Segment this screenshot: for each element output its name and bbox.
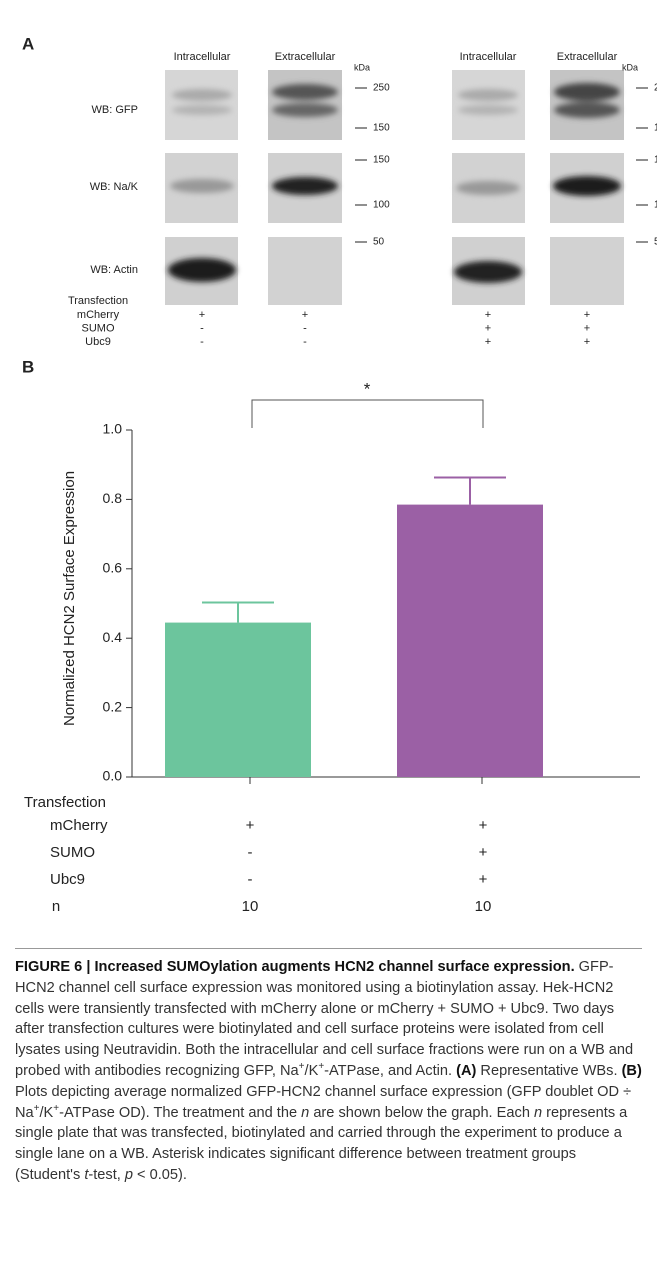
- significance-bracket: [252, 400, 483, 428]
- bar: [397, 505, 543, 777]
- caption-text: (A): [456, 1063, 476, 1079]
- table-label: n: [52, 898, 60, 915]
- table-value: -: [303, 336, 307, 348]
- row-label: WB: Actin: [90, 264, 138, 276]
- y-tick-label: 1.0: [103, 421, 123, 437]
- table-label: SUMO: [50, 844, 95, 861]
- table-value: +: [246, 817, 255, 834]
- caption-text: (B): [622, 1063, 642, 1079]
- significance-label: *: [364, 379, 371, 398]
- caption-text: /K: [305, 1063, 319, 1079]
- caption-text: are shown below the graph. Each: [309, 1105, 534, 1121]
- table-value: -: [248, 871, 253, 888]
- caption-text: n: [534, 1105, 542, 1121]
- kda-label: kDa: [354, 62, 370, 72]
- marker-label: 50: [373, 237, 385, 248]
- caption-text: -ATPase, and Actin.: [324, 1063, 456, 1079]
- table-label: Transfection: [24, 794, 106, 811]
- row-label: WB: Na/K: [90, 181, 139, 193]
- blots: [165, 70, 624, 305]
- table-label: mCherry: [77, 309, 120, 321]
- lane-header: Extracellular: [275, 51, 336, 63]
- kda-label: kDa: [622, 62, 638, 72]
- y-tick-label: 0.4: [103, 629, 123, 645]
- y-axis-label: Normalized HCN2 Surface Expression: [61, 471, 78, 726]
- table-label: SUMO: [82, 322, 115, 334]
- marker-label: 150: [373, 155, 390, 166]
- table-value: +: [485, 336, 491, 348]
- table-value: +: [199, 309, 205, 321]
- table-value: +: [302, 309, 308, 321]
- caption-title: FIGURE 6 | Increased SUMOylation augment…: [15, 959, 575, 975]
- marker-label: 100: [373, 200, 390, 211]
- lane-header: Extracellular: [557, 51, 618, 63]
- caption-text: p: [125, 1167, 133, 1183]
- y-tick-label: 0.8: [103, 490, 123, 506]
- table-value: 10: [242, 898, 259, 915]
- table-value: +: [479, 844, 488, 861]
- y-tick-label: 0.6: [103, 560, 123, 576]
- table-value: -: [248, 844, 253, 861]
- table-value: -: [200, 322, 204, 334]
- lane-header: Intracellular: [174, 51, 231, 63]
- caption-text: < 0.05).: [133, 1167, 187, 1183]
- table-label: mCherry: [50, 817, 108, 834]
- table-label: Ubc9: [50, 871, 85, 888]
- table-value: +: [584, 322, 590, 334]
- caption: FIGURE 6 | Increased SUMOylation augment…: [15, 948, 642, 1186]
- table-value: +: [485, 322, 491, 334]
- caption-text: Representative WBs.: [476, 1063, 621, 1079]
- caption-text: -ATPase OD). The treatment and the: [59, 1105, 301, 1121]
- table-value: -: [200, 336, 204, 348]
- marker-label: 250: [373, 83, 390, 94]
- table-value: +: [485, 309, 491, 321]
- panel-label: B: [22, 357, 34, 376]
- caption-text: -test,: [88, 1167, 125, 1183]
- figure: A B Intracellular Extracellular kDa 250 150 1…: [0, 0, 657, 940]
- panel-label: A: [22, 34, 34, 53]
- table-value: +: [479, 871, 488, 888]
- table-value: +: [584, 336, 590, 348]
- table-value: -: [303, 322, 307, 334]
- page: A B Intracellular Extracellular kDa 250 150 1…: [0, 0, 657, 1283]
- caption-text: /K: [40, 1105, 54, 1121]
- y-tick-label: 0.0: [103, 768, 123, 784]
- y-tick-label: 0.2: [103, 698, 123, 714]
- lane-header: Intracellular: [460, 51, 517, 63]
- table-value: +: [479, 817, 488, 834]
- table-label: Ubc9: [85, 336, 111, 348]
- bar: [165, 623, 311, 777]
- table-value: +: [584, 309, 590, 321]
- table-label: Transfection: [68, 295, 128, 307]
- row-label: WB: GFP: [92, 104, 138, 116]
- table-value: 10: [475, 898, 492, 915]
- marker-label: 150: [373, 123, 390, 134]
